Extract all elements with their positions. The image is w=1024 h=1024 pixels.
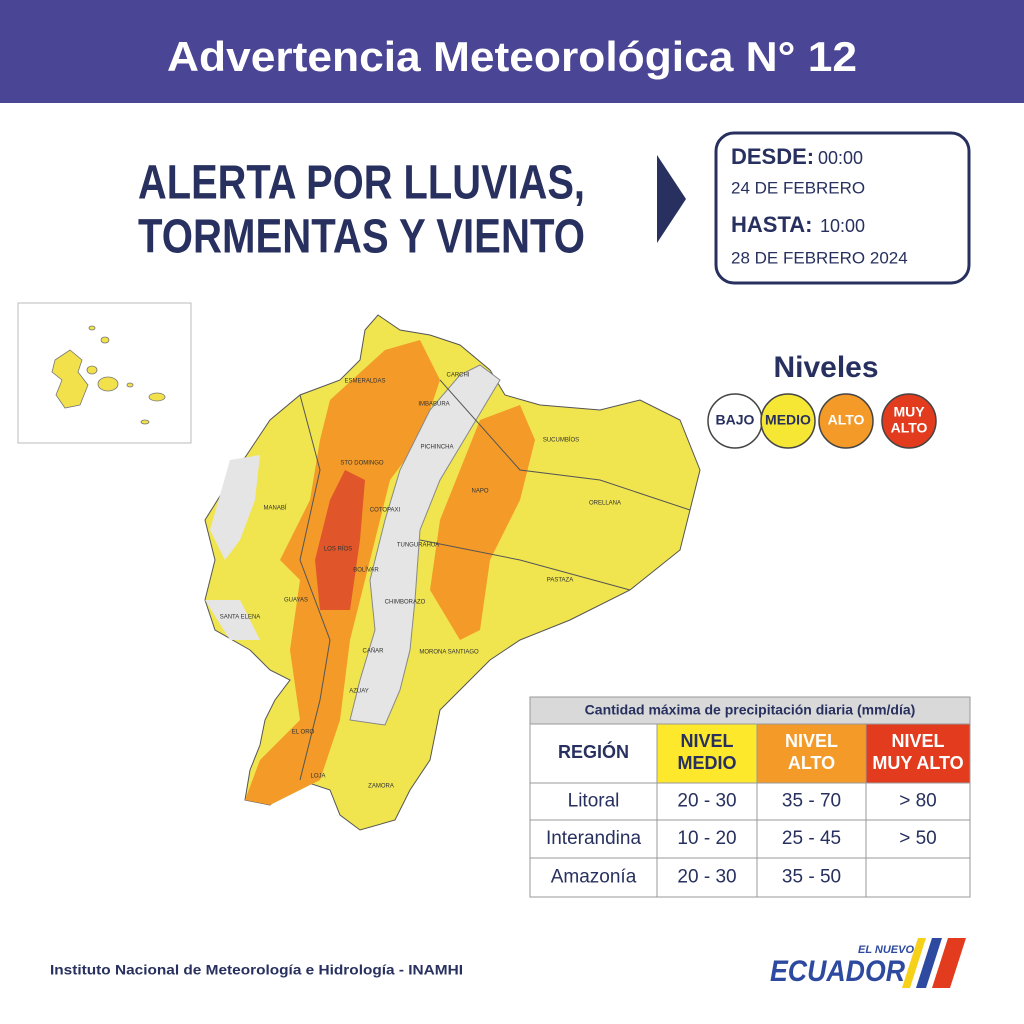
table-header: ALTO	[788, 753, 835, 773]
map-label: COTOPAXI	[370, 508, 401, 514]
header-band	[0, 0, 1024, 103]
table-header: REGIÓN	[558, 741, 629, 762]
table-header: MUY ALTO	[872, 753, 963, 773]
table-cell	[865, 819, 971, 859]
table-cell	[756, 819, 867, 859]
table-cell	[865, 857, 971, 898]
table-cell	[529, 782, 658, 821]
logo-stripes	[902, 938, 966, 988]
table-value: 20 - 30	[677, 791, 736, 812]
inset-frame	[17, 302, 192, 444]
map-label: ORELLANA	[589, 501, 621, 507]
map	[204, 314, 701, 831]
map-label: STO DOMINGO	[340, 461, 384, 467]
map-label: SUCUMBÍOS	[543, 437, 579, 444]
legend-label: ALTO	[891, 420, 928, 436]
table-value: Litoral	[568, 791, 620, 812]
period-box	[714, 131, 971, 285]
map-label: LOS RÍOS	[324, 546, 352, 553]
table-cell	[756, 857, 867, 898]
table-caption: Cantidad máxima de precipitación diaria …	[585, 702, 916, 718]
table-value: 35 - 50	[782, 867, 841, 888]
legend-title: Niveles	[773, 351, 878, 384]
table-header-cell	[865, 723, 971, 784]
table-header: MEDIO	[677, 753, 736, 773]
map-label: PICHINCHA	[420, 445, 453, 451]
legend-label: ALTO	[828, 412, 865, 428]
to-time: 10:00	[820, 216, 865, 236]
map-label: EL ORO	[292, 730, 315, 736]
legend-swatch	[881, 393, 937, 449]
arrow	[657, 155, 686, 243]
to-label: HASTA:	[731, 212, 812, 237]
map-label: BOLÍVAR	[353, 567, 379, 574]
legend-label: MUY	[893, 404, 925, 420]
legend-label: BAJO	[716, 412, 755, 428]
map-label: ESMERALDAS	[344, 379, 385, 385]
from-time: 00:00	[818, 148, 863, 168]
table-header-cell	[529, 723, 658, 784]
header-title: Advertencia Meteorológica N° 12	[167, 33, 857, 80]
table-value: > 80	[899, 791, 937, 812]
table-value: 10 - 20	[677, 828, 736, 849]
map-label: MORONA SANTIAGO	[419, 650, 479, 656]
table-value: 20 - 30	[677, 867, 736, 888]
map-label: ZAMORA	[368, 784, 394, 790]
map-label: IMBABURA	[418, 402, 449, 408]
table-cell	[656, 857, 758, 898]
map-label: AZUAY	[349, 689, 369, 695]
legend-label: MEDIO	[765, 412, 811, 428]
table-cell	[865, 782, 971, 821]
table-header: NIVEL	[891, 731, 944, 751]
map-label: CARCHI	[446, 373, 469, 379]
map-label: NAPO	[471, 489, 488, 495]
table-value: 25 - 45	[782, 828, 841, 849]
to-date: 28 DE FEBRERO 2024	[731, 248, 908, 267]
table-cell	[529, 857, 658, 898]
table-header: NIVEL	[680, 731, 733, 751]
table-cell	[656, 819, 758, 859]
table-value: Interandina	[546, 828, 642, 849]
map-label: CAÑAR	[362, 648, 384, 655]
map-label: SANTA ELENA	[220, 615, 261, 621]
from-label: DESDE:	[731, 144, 814, 169]
alert-line: TORMENTAS Y VIENTO	[138, 211, 585, 264]
map-label: LOJA	[310, 774, 325, 780]
map-label: GUAYAS	[284, 598, 308, 604]
table-value: > 50	[899, 828, 937, 849]
map-label: PASTAZA	[547, 578, 573, 584]
map-label: CHIMBORAZO	[385, 600, 426, 606]
table-caption-bg	[529, 696, 971, 725]
table-header: NIVEL	[785, 731, 838, 751]
map-label: MANABÍ	[263, 505, 286, 512]
institute: Instituto Nacional de Meteorología e Hid…	[50, 962, 463, 978]
from-date: 24 DE FEBRERO	[731, 178, 865, 197]
logo: ECUADOR	[770, 955, 905, 988]
table-value: Amazonía	[551, 867, 637, 888]
table-value: 35 - 70	[782, 791, 841, 812]
legend-swatch	[818, 393, 874, 449]
legend-swatch	[760, 393, 816, 449]
alert-line: ALERTA POR LLUVIAS,	[138, 157, 585, 210]
galapagos	[51, 325, 166, 425]
map-label: TUNGURAHUA	[397, 543, 439, 549]
logo-top: EL NUEVO	[858, 944, 914, 956]
